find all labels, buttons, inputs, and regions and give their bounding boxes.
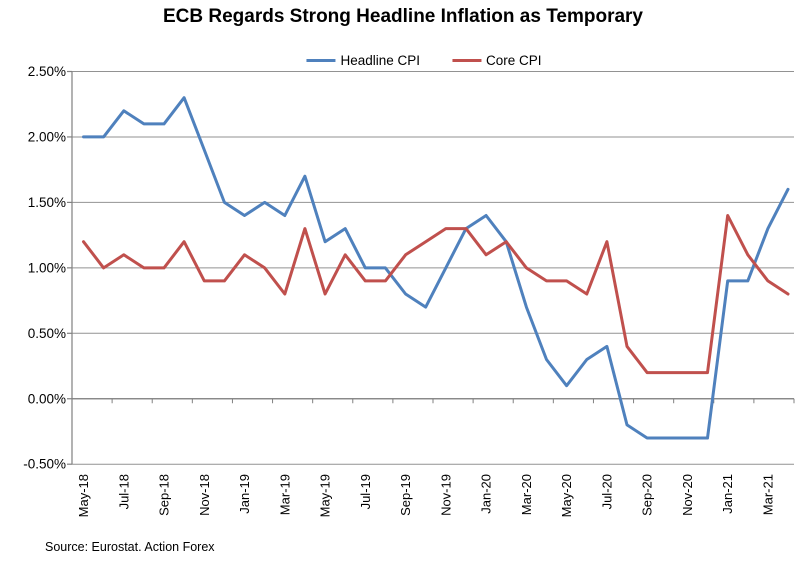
x-tick-label: Jul-18 [116, 474, 131, 509]
y-tick-label: 2.00% [28, 129, 66, 144]
chart-title: ECB Regards Strong Headline Inflation as… [162, 6, 644, 27]
y-tick-label: 1.00% [28, 260, 66, 275]
legend-item-headline-cpi: Headline CPI [306, 53, 420, 68]
x-tick-label: May-18 [76, 474, 91, 517]
x-tick-label: Sep-19 [398, 474, 413, 516]
y-tick-label: 0.50% [28, 326, 66, 341]
y-tick-label: 2.50% [28, 64, 66, 79]
x-tick-label: Mar-21 [760, 474, 775, 515]
x-tick-label: May-20 [559, 474, 574, 517]
x-tick-label: Jan-19 [237, 474, 252, 514]
x-tick-label: Mar-20 [519, 474, 534, 515]
headline-cpi-line-swatch [306, 59, 336, 62]
x-tick-label: Nov-19 [438, 474, 453, 516]
legend-label-headline-cpi: Headline CPI [340, 53, 421, 68]
x-tick-label: Nov-18 [197, 474, 212, 516]
series-headline-cpi-line [82, 96, 790, 440]
core-cpi-line-swatch [452, 59, 482, 62]
legend-item-core-cpi: Core CPI [452, 53, 542, 68]
x-tick-label: Mar-19 [277, 474, 292, 515]
legend: Headline CPI Core CPI [306, 53, 542, 68]
y-tick-label: 1.50% [28, 195, 66, 210]
y-tick-label: 0.00% [28, 391, 66, 406]
x-tick-label: Jul-19 [358, 474, 373, 509]
series-core-cpi-line [82, 214, 790, 375]
source-note: Source: Eurostat. Action Forex [45, 540, 215, 554]
x-tick-label: Jul-20 [599, 474, 614, 509]
x-tick-label: May-19 [318, 474, 333, 517]
legend-label-core-cpi: Core CPI [486, 53, 542, 68]
x-tick-label: Jan-20 [479, 474, 494, 514]
x-tick-label: Nov-20 [680, 474, 695, 516]
x-tick-label: Sep-18 [157, 474, 172, 516]
x-tick-label: Sep-20 [640, 474, 655, 516]
x-tick-label: Jan-21 [720, 474, 735, 514]
y-tick-label: -0.50% [23, 457, 66, 472]
